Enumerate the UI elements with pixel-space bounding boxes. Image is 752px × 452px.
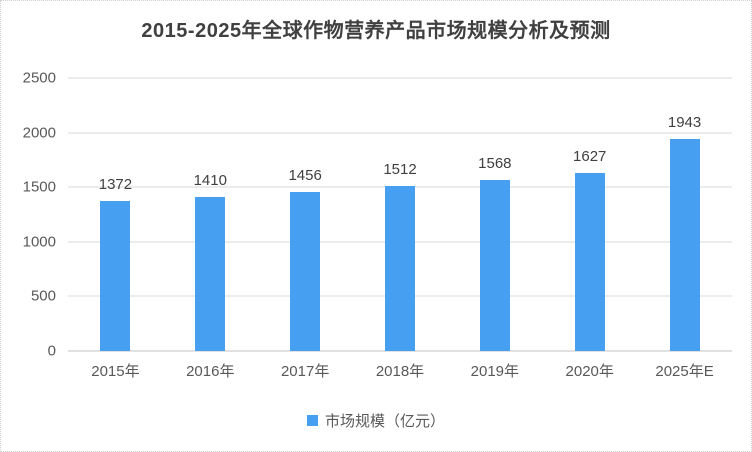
bar-2020年: [574, 173, 605, 351]
value-label-2018年: 1512: [383, 160, 417, 178]
x-axis-line: [68, 350, 732, 352]
gridline: [68, 77, 732, 79]
bar-2018年: [385, 185, 415, 351]
bar-2015年: [100, 201, 131, 351]
value-label-2017年: 1456: [288, 167, 322, 185]
x-tick-label-2017年: 2017年: [280, 363, 330, 380]
value-label-2015年: 1372: [98, 176, 133, 194]
chart-title: 2015-2025年全球作物营养产品市场规模分析及预测: [141, 20, 611, 42]
legend-swatch-market-size: [306, 415, 318, 426]
value-label-2016年: 1410: [193, 172, 227, 190]
y-tick-label: 0: [47, 342, 56, 360]
y-tick-label: 1500: [22, 178, 56, 196]
y-tick-label: 500: [30, 287, 56, 305]
y-tick-label: 2000: [22, 124, 56, 142]
value-label-2025年E: 1943: [667, 113, 702, 131]
y-tick-label: 1000: [22, 233, 56, 251]
x-tick-label-2019年: 2019年: [470, 363, 520, 380]
bar-2019年: [479, 179, 510, 351]
y-tick-label: 2500: [22, 69, 56, 87]
legend-label: 市场规模（亿元）: [324, 413, 445, 430]
gridline: [68, 132, 732, 134]
value-label-2019年: 1568: [478, 154, 512, 172]
bar-2017年: [290, 192, 321, 351]
bar-2016年: [195, 197, 226, 351]
x-tick-label-2016年: 2016年: [186, 363, 235, 380]
legend: 市场规模（亿元）: [1, 410, 751, 431]
x-tick-label-2015年: 2015年: [91, 363, 140, 380]
plot-area: 0 500 1000 1500 2000 2500 1372 2015年 1410 2016年 14…: [23, 71, 732, 379]
x-tick-label-2025年E: 2025年E: [655, 363, 714, 380]
x-tick-label-2018年: 2018年: [375, 363, 425, 380]
bar-2025年E: [669, 138, 700, 351]
value-label-2020年: 1627: [573, 148, 607, 166]
x-tick-label-2020年: 2020年: [565, 363, 614, 380]
